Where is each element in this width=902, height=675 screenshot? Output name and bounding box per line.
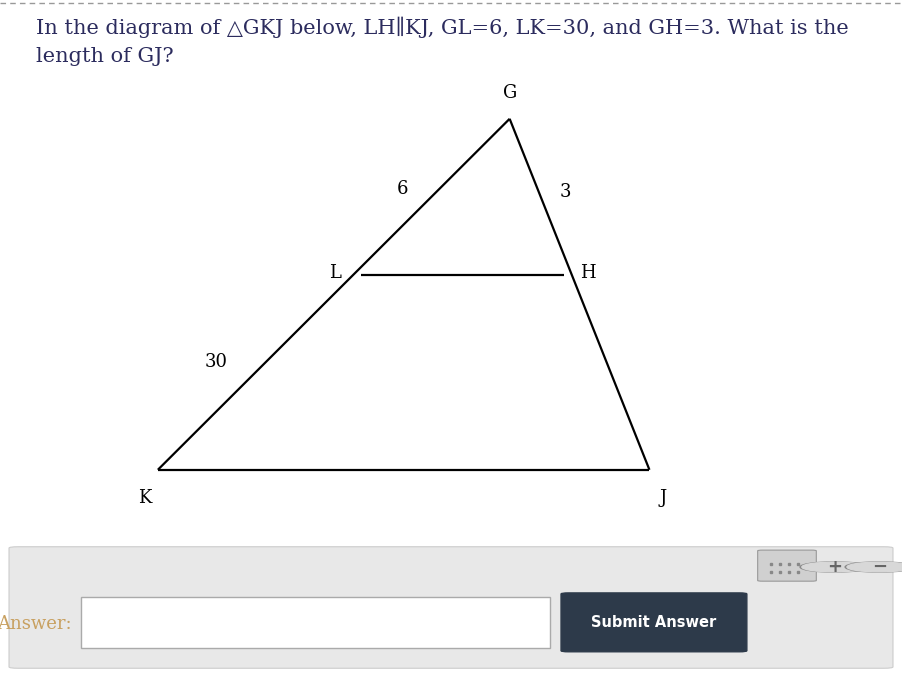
Text: Answer:: Answer: bbox=[0, 615, 72, 632]
Text: In the diagram of △GKJ below, LH∥KJ, GL=6, LK=30, and GH=3. What is the
length o: In the diagram of △GKJ below, LH∥KJ, GL=… bbox=[36, 16, 849, 65]
Text: L: L bbox=[329, 264, 341, 281]
FancyBboxPatch shape bbox=[758, 550, 816, 581]
FancyBboxPatch shape bbox=[9, 547, 893, 668]
Text: H: H bbox=[580, 264, 595, 281]
Text: G: G bbox=[502, 84, 517, 101]
Text: K: K bbox=[138, 489, 151, 507]
Text: J: J bbox=[659, 489, 667, 507]
Text: 30: 30 bbox=[205, 353, 227, 371]
Text: 6: 6 bbox=[397, 180, 408, 198]
FancyBboxPatch shape bbox=[81, 597, 550, 648]
Text: −: − bbox=[872, 558, 887, 576]
FancyBboxPatch shape bbox=[561, 593, 747, 652]
Circle shape bbox=[802, 562, 867, 572]
Circle shape bbox=[845, 562, 902, 572]
Text: 3: 3 bbox=[559, 183, 571, 200]
Circle shape bbox=[800, 562, 869, 572]
Circle shape bbox=[847, 562, 902, 572]
Text: +: + bbox=[827, 558, 842, 576]
Text: Submit Answer: Submit Answer bbox=[592, 615, 716, 630]
